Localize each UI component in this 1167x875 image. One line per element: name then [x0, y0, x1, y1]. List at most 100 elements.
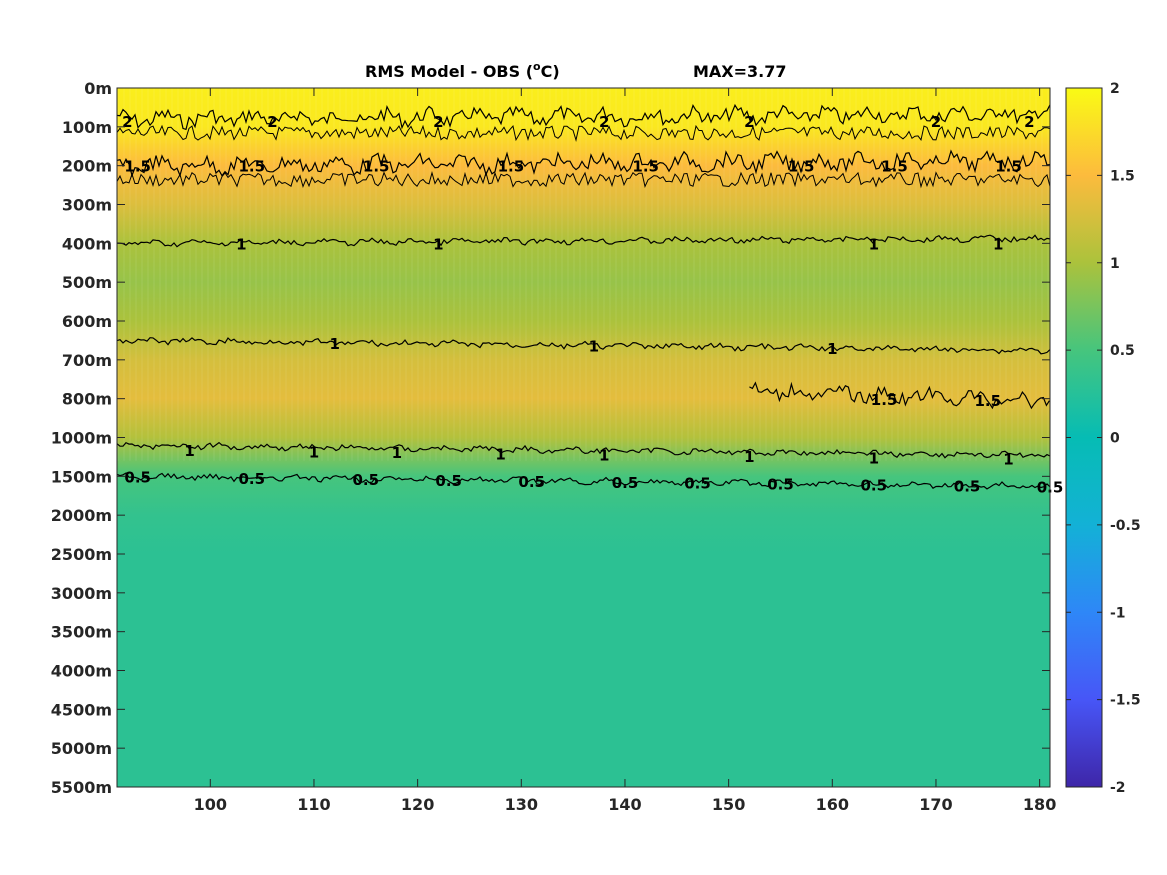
x-tick-label: 160: [816, 795, 849, 814]
x-tick-label: 120: [401, 795, 434, 814]
y-tick-label: 1500m: [51, 467, 112, 486]
y-tick-label: 0m: [84, 79, 112, 98]
contour-label: 1: [827, 340, 837, 358]
contour-label: 1.5: [788, 158, 815, 176]
x-tick-label: 150: [712, 795, 745, 814]
contour-lines: [117, 103, 1050, 490]
contour-label: 0.5: [954, 477, 981, 495]
y-tick-label: 1000m: [51, 429, 112, 448]
contour-line-0: [117, 103, 1050, 131]
contour-label: 1: [869, 449, 879, 467]
y-tick-label: 300m: [62, 196, 112, 215]
x-tick-label: 100: [194, 795, 227, 814]
contour-label: 1: [869, 235, 879, 253]
y-axis: 0m 100m 200m 300m 400m 500m 600m 700m 800m 1000m 1…: [51, 79, 1050, 797]
contour-label: 1.5: [995, 158, 1022, 176]
contour-label: 1: [589, 338, 599, 356]
contour-label: 2: [599, 113, 609, 131]
contour-line-3: [117, 337, 1050, 355]
y-tick-label: 4500m: [51, 700, 112, 719]
y-tick-label: 4000m: [51, 662, 112, 681]
contour-label: 0.5: [518, 473, 545, 491]
contour-label: 0.5: [435, 472, 462, 490]
contour-label: 1: [236, 235, 246, 253]
x-tick-label: 180: [1023, 795, 1056, 814]
colorbar-tick-label: 0.5: [1110, 343, 1135, 359]
contour-line-1: [117, 149, 1050, 178]
svg-text:RMS Model - OBS (oC): RMS Model - OBS (oC): [365, 60, 560, 81]
x-tick-label: 130: [505, 795, 538, 814]
colorbar-tick-label: -2: [1110, 780, 1126, 796]
contour-label: 1: [599, 446, 609, 464]
y-tick-label: 600m: [62, 312, 112, 331]
colorbar-tick-label: 1: [1110, 256, 1120, 272]
contour-label: 1.5: [881, 158, 908, 176]
contour-label: 1.5: [871, 391, 898, 409]
y-tick-label: 500m: [62, 273, 112, 292]
y-tick-label: 2000m: [51, 506, 112, 525]
colorbar-tick-label: 0: [1110, 431, 1120, 447]
contour-label: 2: [122, 113, 132, 131]
colorbar-fill: [1066, 88, 1102, 787]
contour-label: 0.5: [612, 474, 639, 492]
contour-label: 2: [267, 113, 277, 131]
plot-area: 2 2 2 2 2 2 2 1.5 1.5 1.5 1.5 1.5 1.5 1.5 1.5 1 1 1 1 1 1 1 1.…: [116, 87, 1063, 788]
max-label: MAX=3.77: [693, 62, 787, 81]
colorbar-tick-label: -1.5: [1110, 693, 1141, 709]
contour-label: 1: [993, 235, 1003, 253]
title-end: C): [541, 62, 560, 81]
colorbar-tick-label: -0.5: [1110, 518, 1141, 534]
x-tick-label: 110: [297, 795, 330, 814]
title-main: RMS Model - OBS (: [365, 62, 533, 81]
contour-label: 1: [495, 445, 505, 463]
contour-label: 1.5: [498, 158, 525, 176]
contour-label: 2: [433, 113, 443, 131]
contour-label: 1: [184, 442, 194, 460]
contour-label: 1: [329, 335, 339, 353]
contour-label: 1: [309, 443, 319, 461]
y-tick-label: 800m: [62, 390, 112, 409]
contour-label: 1: [392, 444, 402, 462]
contour-labels: 2 2 2 2 2 2 2 1.5 1.5 1.5 1.5 1.5 1.5 1.5 1.5 1 1 1 1 1 1 1 1.…: [122, 113, 1063, 496]
colorbar-tick-label: 1.5: [1110, 168, 1135, 184]
contour-label: 1.5: [239, 158, 266, 176]
chart-title: RMS Model - OBS (oC) MAX=3.77: [365, 60, 787, 81]
field-texture: [117, 88, 1049, 461]
y-tick-label: 700m: [62, 351, 112, 370]
contour-line-1-b: [117, 170, 1050, 189]
contour-label: 0.5: [353, 471, 380, 489]
contour-line-2: [117, 234, 1050, 248]
title-superscript: o: [533, 60, 541, 73]
contour-label: 1: [1003, 451, 1013, 469]
y-tick-label: 2500m: [51, 545, 112, 564]
contour-label: 0.5: [239, 470, 266, 488]
y-tick-label: 3000m: [51, 584, 112, 603]
contour-label: 2: [1024, 113, 1034, 131]
y-tick-label: 200m: [62, 157, 112, 176]
colorbar-tick-label: -1: [1110, 605, 1126, 621]
contour-label: 2: [744, 113, 754, 131]
colorbar-ticks: 2 1.5 1 0.5 0 -0.5 -1 -1.5 -2: [1066, 81, 1141, 796]
contour-label: 1: [744, 448, 754, 466]
contour-label: 1: [433, 235, 443, 253]
contour-label: 1.5: [124, 158, 151, 176]
contour-label: 0.5: [861, 476, 888, 494]
contour-label: 0.5: [684, 475, 711, 493]
contour-label: 0.5: [767, 475, 794, 493]
field-background: [117, 88, 1050, 787]
contour-label: 1.5: [632, 158, 659, 176]
y-tick-label: 5000m: [51, 739, 112, 758]
colorbar-tick-label: 2: [1110, 81, 1120, 97]
contour-line-5: [117, 441, 1050, 459]
contour-label: 1.5: [975, 392, 1002, 410]
contour-label: 1.5: [363, 158, 390, 176]
contour-line-6: [117, 472, 1050, 490]
contour-label: 0.5: [124, 469, 151, 487]
x-axis: 100 110 120 130 140 150 160 170 180: [194, 88, 1056, 814]
colorbar: 2 1.5 1 0.5 0 -0.5 -1 -1.5 -2: [1065, 81, 1141, 796]
contour-label: 2: [931, 113, 941, 131]
contour-line-4: [749, 381, 1050, 410]
y-tick-label: 3500m: [51, 623, 112, 642]
x-tick-label: 140: [608, 795, 641, 814]
